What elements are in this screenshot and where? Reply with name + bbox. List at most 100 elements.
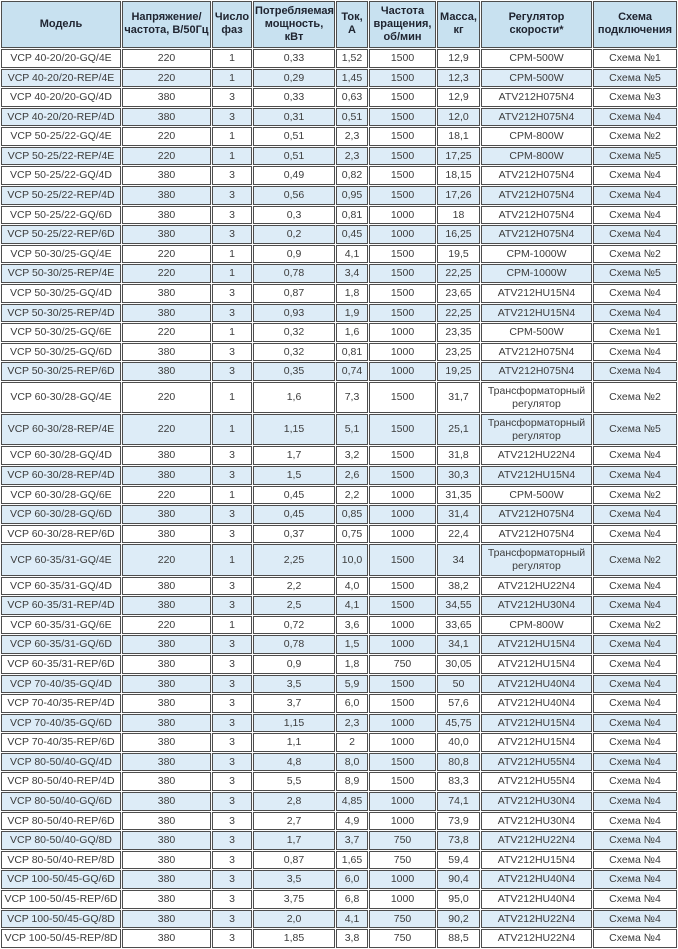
cell-power: 0,78 (253, 264, 335, 284)
cell-mass: 50 (437, 674, 480, 694)
cell-model: VCP 60-35/31-GQ/4D (1, 576, 121, 596)
table-row: VCP 100-50/45-REP/6D 380 3 3,75 6,8 1000 95,0 A… (1, 890, 677, 909)
cell-phases: 3 (212, 205, 252, 225)
cell-rpm: 1500 (369, 186, 436, 205)
cell-power: 2,0 (253, 909, 335, 929)
cell-mass: 23,25 (437, 342, 480, 362)
cell-phases: 3 (212, 654, 252, 674)
table-row: VCP 40-20/20-REP/4D 380 3 0,31 0,51 1500 12,0 A… (1, 107, 677, 127)
table-row: VCP 60-35/31-REP/6D 380 3 0,9 1,8 750 30,05 ATV… (1, 654, 677, 674)
table-row: VCP 60-30/28-REP/6D 380 3 0,37 0,75 1000 22,4 A… (1, 524, 677, 544)
table-row: VCP 50-30/25-GQ/4E 220 1 0,9 4,1 1500 19,5 CPM-… (1, 244, 677, 264)
cell-phases: 3 (212, 88, 252, 107)
cell-mass: 73,8 (437, 831, 480, 850)
cell-mass: 18 (437, 205, 480, 225)
cell-rpm: 750 (369, 654, 436, 674)
cell-scheme: Схема №4 (593, 713, 677, 733)
cell-phases: 3 (212, 870, 252, 890)
cell-rpm: 1000 (369, 713, 436, 733)
cell-rpm: 1000 (369, 733, 436, 752)
cell-voltage: 380 (122, 225, 211, 244)
cell-mass: 40,0 (437, 733, 480, 752)
cell-model: VCP 80-50/40-GQ/8D (1, 831, 121, 850)
cell-phases: 3 (212, 166, 252, 186)
cell-model: VCP 60-30/28-GQ/6E (1, 485, 121, 505)
cell-power: 1,85 (253, 929, 335, 948)
cell-power: 0,45 (253, 505, 335, 524)
cell-regulator: ATV212H075N4 (481, 225, 592, 244)
cell-regulator: ATV212H075N4 (481, 505, 592, 524)
cell-regulator: ATV212HU40N4 (481, 870, 592, 890)
cell-scheme: Схема №4 (593, 303, 677, 323)
cell-power: 1,6 (253, 382, 335, 414)
cell-scheme: Схема №4 (593, 792, 677, 811)
cell-mass: 34,55 (437, 596, 480, 615)
cell-voltage: 220 (122, 382, 211, 414)
cell-phases: 3 (212, 505, 252, 524)
table-row: VCP 100-50/45-GQ/6D 380 3 3,5 6,0 1000 90,4 ATV… (1, 870, 677, 890)
cell-power: 4,8 (253, 752, 335, 772)
table-row: VCP 50-30/25-GQ/4D 380 3 0,87 1,8 1500 23,65 AT… (1, 284, 677, 303)
cell-voltage: 220 (122, 264, 211, 284)
cell-model: VCP 80-50/40-REP/8D (1, 850, 121, 870)
cell-rpm: 750 (369, 909, 436, 929)
cell-voltage: 220 (122, 146, 211, 166)
cell-phases: 3 (212, 576, 252, 596)
cell-current: 0,74 (336, 362, 368, 381)
cell-phases: 1 (212, 264, 252, 284)
table-row: VCP 60-35/31-GQ/4D 380 3 2,2 4,0 1500 38,2 ATV2… (1, 576, 677, 596)
cell-phases: 3 (212, 909, 252, 929)
cell-power: 0,9 (253, 654, 335, 674)
cell-rpm: 750 (369, 929, 436, 948)
cell-phases: 3 (212, 465, 252, 485)
cell-scheme: Схема №5 (593, 264, 677, 284)
cell-rpm: 1500 (369, 674, 436, 694)
cell-model: VCP 60-30/28-GQ/4E (1, 382, 121, 414)
table-header: Модель Напряжение/ частота, В/50Гц Число ф… (1, 1, 677, 48)
cell-mass: 57,6 (437, 694, 480, 713)
cell-model: VCP 50-30/25-GQ/6E (1, 323, 121, 342)
cell-power: 1,5 (253, 465, 335, 485)
cell-current: 6,0 (336, 694, 368, 713)
cell-mass: 12,9 (437, 88, 480, 107)
cell-voltage: 380 (122, 107, 211, 127)
cell-current: 1,65 (336, 850, 368, 870)
cell-voltage: 220 (122, 323, 211, 342)
cell-regulator: ATV212H075N4 (481, 342, 592, 362)
cell-power: 3,5 (253, 674, 335, 694)
column-header-current: Ток, А (336, 1, 368, 48)
table-row: VCP 60-30/28-REP/4D 380 3 1,5 2,6 1500 30,3 ATV… (1, 465, 677, 485)
cell-phases: 3 (212, 792, 252, 811)
cell-voltage: 220 (122, 544, 211, 576)
cell-scheme: Схема №2 (593, 544, 677, 576)
cell-model: VCP 40-20/20-GQ/4E (1, 48, 121, 68)
cell-model: VCP 50-25/22-REP/4D (1, 186, 121, 205)
cell-scheme: Схема №1 (593, 48, 677, 68)
cell-current: 0,75 (336, 524, 368, 544)
cell-voltage: 220 (122, 244, 211, 264)
cell-regulator: ATV212HU40N4 (481, 674, 592, 694)
cell-scheme: Схема №4 (593, 107, 677, 127)
cell-mass: 90,4 (437, 870, 480, 890)
cell-voltage: 380 (122, 284, 211, 303)
cell-regulator: Трансформаторный регулятор (481, 414, 592, 446)
cell-voltage: 380 (122, 342, 211, 362)
cell-mass: 31,4 (437, 505, 480, 524)
table-row: VCP 50-25/22-GQ/4E 220 1 0,51 2,3 1500 18,1 CPM… (1, 127, 677, 146)
cell-phases: 3 (212, 303, 252, 323)
table-row: VCP 80-50/40-GQ/6D 380 3 2,8 4,85 1000 74,1 ATV… (1, 792, 677, 811)
table-row: VCP 40-20/20-REP/4E 220 1 0,29 1,45 1500 12,3 C… (1, 68, 677, 88)
cell-scheme: Схема №4 (593, 576, 677, 596)
cell-regulator: ATV212HU22N4 (481, 831, 592, 850)
cell-mass: 23,35 (437, 323, 480, 342)
cell-model: VCP 60-30/28-REP/4E (1, 414, 121, 446)
cell-scheme: Схема №3 (593, 88, 677, 107)
cell-rpm: 1500 (369, 48, 436, 68)
cell-regulator: ATV212H075N4 (481, 166, 592, 186)
cell-regulator: CPM-1000W (481, 264, 592, 284)
table-row: VCP 100-50/45-GQ/8D 380 3 2,0 4,1 750 90,2 ATV2… (1, 909, 677, 929)
cell-regulator: ATV212HU15N4 (481, 303, 592, 323)
cell-model: VCP 80-50/40-REP/4D (1, 772, 121, 792)
cell-rpm: 1000 (369, 205, 436, 225)
cell-rpm: 1000 (369, 342, 436, 362)
